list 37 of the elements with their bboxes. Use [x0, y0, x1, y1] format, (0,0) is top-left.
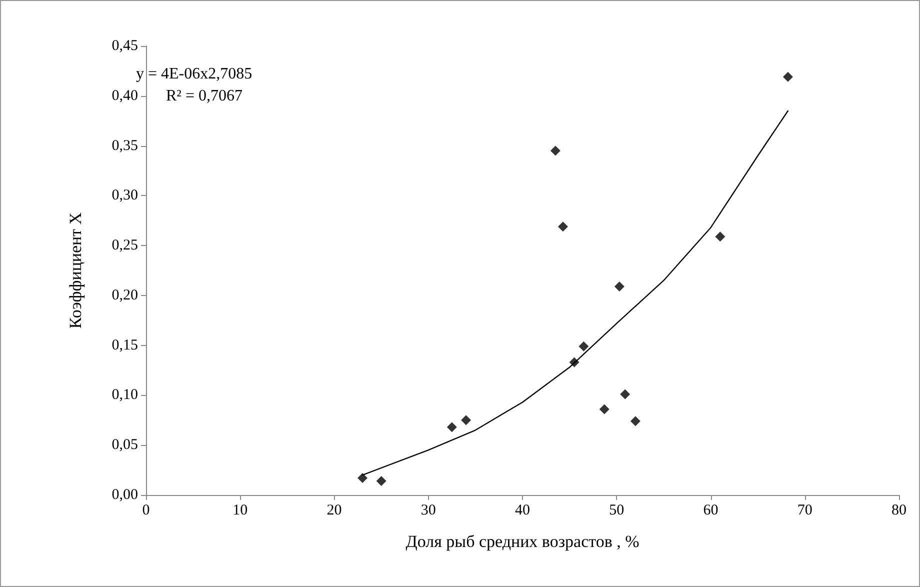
y-tick-label: 0,25 [112, 238, 138, 254]
point [715, 232, 726, 242]
y-tick-label: 0,15 [112, 337, 138, 354]
y-tick-label: 0,10 [112, 387, 138, 404]
x-tick-label: 80 [892, 502, 906, 518]
x-tick-label: 30 [420, 502, 436, 518]
point [578, 341, 589, 352]
point [630, 416, 640, 426]
y-axis-title: Коэффициент Х [66, 212, 85, 329]
x-tick-label: 60 [703, 502, 718, 518]
x-tick-label: 50 [609, 502, 624, 518]
x-axis-title: Доля рыб средних возрастов , % [406, 532, 640, 551]
point [614, 281, 624, 292]
point [599, 404, 610, 414]
annotation: y = 4E-06x2,7085 [136, 66, 252, 82]
point [376, 476, 386, 486]
x-tick-label: 10 [232, 502, 248, 518]
point [357, 473, 368, 484]
y-tick-label: 0,05 [112, 437, 138, 454]
point [461, 415, 472, 426]
y-tick-label: 0,40 [112, 88, 138, 104]
point [569, 357, 580, 368]
point [558, 222, 568, 232]
x-tick-label: 20 [326, 502, 342, 518]
point [782, 72, 793, 82]
annotation: R² = 0,7067 [166, 88, 242, 104]
y-tick-label: 0,45 [112, 38, 138, 54]
point [446, 422, 457, 432]
x-tick-label: 40 [515, 502, 530, 518]
point [550, 146, 560, 156]
x-tick-label: 70 [797, 502, 812, 518]
x-tick-label: 0 [142, 502, 150, 518]
point [620, 389, 630, 400]
y-tick-label: 0,20 [112, 287, 138, 304]
y-tick-label: 0,30 [112, 188, 138, 204]
y-tick-label: 0,35 [112, 138, 138, 154]
y-tick-label: 0,00 [112, 487, 138, 503]
